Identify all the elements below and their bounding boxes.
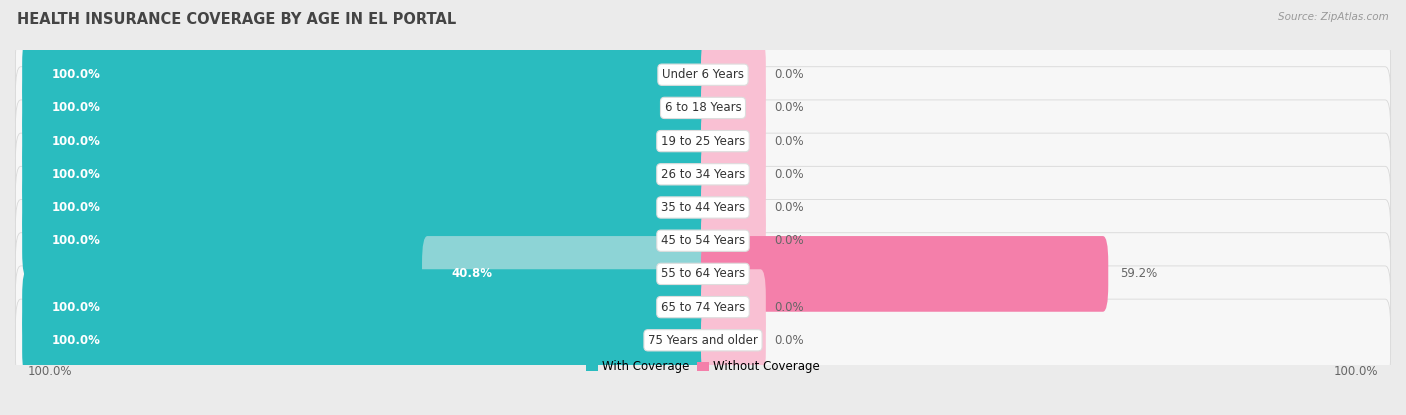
FancyBboxPatch shape xyxy=(15,200,1391,282)
FancyBboxPatch shape xyxy=(702,137,766,212)
Text: 45 to 54 Years: 45 to 54 Years xyxy=(661,234,745,247)
FancyBboxPatch shape xyxy=(702,269,766,345)
Text: 75 Years and older: 75 Years and older xyxy=(648,334,758,347)
Text: 0.0%: 0.0% xyxy=(773,68,804,81)
FancyBboxPatch shape xyxy=(15,133,1391,215)
FancyBboxPatch shape xyxy=(422,236,709,312)
Text: 65 to 74 Years: 65 to 74 Years xyxy=(661,300,745,314)
Text: 26 to 34 Years: 26 to 34 Years xyxy=(661,168,745,181)
Text: 0.0%: 0.0% xyxy=(773,101,804,115)
Text: Under 6 Years: Under 6 Years xyxy=(662,68,744,81)
Text: 0.0%: 0.0% xyxy=(773,168,804,181)
Text: 19 to 25 Years: 19 to 25 Years xyxy=(661,134,745,148)
Text: 100.0%: 100.0% xyxy=(28,365,72,378)
FancyBboxPatch shape xyxy=(15,166,1391,249)
Text: 40.8%: 40.8% xyxy=(451,267,492,281)
Text: 0.0%: 0.0% xyxy=(773,234,804,247)
Legend: With Coverage, Without Coverage: With Coverage, Without Coverage xyxy=(581,356,825,378)
FancyBboxPatch shape xyxy=(22,203,709,278)
FancyBboxPatch shape xyxy=(702,37,766,112)
FancyBboxPatch shape xyxy=(22,103,709,179)
Text: 100.0%: 100.0% xyxy=(51,300,100,314)
FancyBboxPatch shape xyxy=(22,303,709,378)
FancyBboxPatch shape xyxy=(15,266,1391,348)
FancyBboxPatch shape xyxy=(15,233,1391,315)
FancyBboxPatch shape xyxy=(702,236,1108,312)
Text: 100.0%: 100.0% xyxy=(51,168,100,181)
FancyBboxPatch shape xyxy=(702,170,766,245)
FancyBboxPatch shape xyxy=(15,299,1391,381)
Text: 100.0%: 100.0% xyxy=(51,201,100,214)
Text: 35 to 44 Years: 35 to 44 Years xyxy=(661,201,745,214)
Text: 55 to 64 Years: 55 to 64 Years xyxy=(661,267,745,281)
FancyBboxPatch shape xyxy=(22,37,709,112)
FancyBboxPatch shape xyxy=(702,103,766,179)
FancyBboxPatch shape xyxy=(22,70,709,146)
Text: 100.0%: 100.0% xyxy=(51,134,100,148)
Text: Source: ZipAtlas.com: Source: ZipAtlas.com xyxy=(1278,12,1389,22)
Text: 0.0%: 0.0% xyxy=(773,134,804,148)
FancyBboxPatch shape xyxy=(22,170,709,245)
FancyBboxPatch shape xyxy=(15,34,1391,116)
Text: 0.0%: 0.0% xyxy=(773,334,804,347)
FancyBboxPatch shape xyxy=(702,303,766,378)
FancyBboxPatch shape xyxy=(15,67,1391,149)
FancyBboxPatch shape xyxy=(22,137,709,212)
FancyBboxPatch shape xyxy=(22,269,709,345)
FancyBboxPatch shape xyxy=(15,100,1391,182)
Text: 100.0%: 100.0% xyxy=(51,234,100,247)
Text: 100.0%: 100.0% xyxy=(51,101,100,115)
FancyBboxPatch shape xyxy=(702,70,766,146)
Text: 6 to 18 Years: 6 to 18 Years xyxy=(665,101,741,115)
Text: 59.2%: 59.2% xyxy=(1119,267,1157,281)
Text: 0.0%: 0.0% xyxy=(773,201,804,214)
Text: 100.0%: 100.0% xyxy=(51,334,100,347)
Text: 100.0%: 100.0% xyxy=(1334,365,1378,378)
Text: 0.0%: 0.0% xyxy=(773,300,804,314)
Text: 100.0%: 100.0% xyxy=(51,68,100,81)
Text: HEALTH INSURANCE COVERAGE BY AGE IN EL PORTAL: HEALTH INSURANCE COVERAGE BY AGE IN EL P… xyxy=(17,12,456,27)
FancyBboxPatch shape xyxy=(702,203,766,278)
